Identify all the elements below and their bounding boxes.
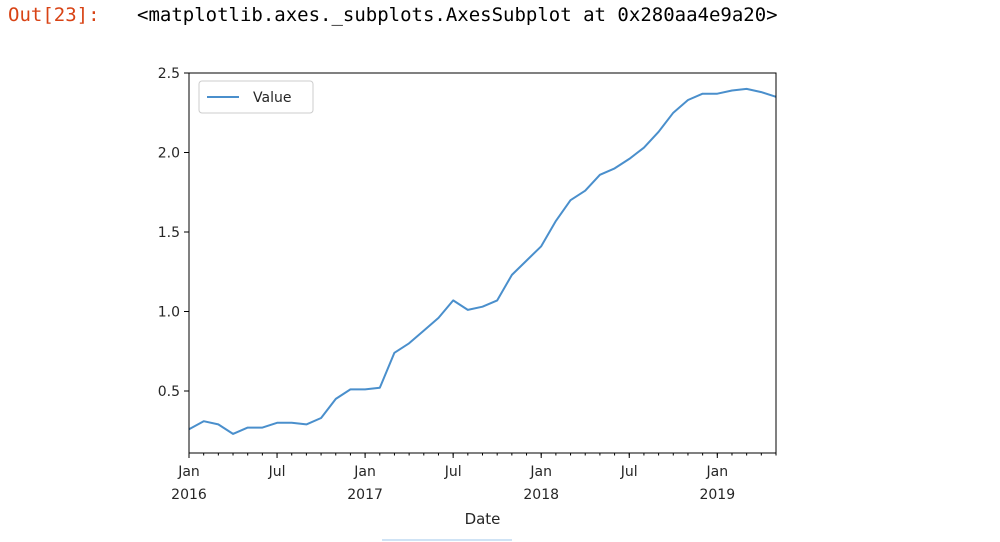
y-tick-label: 1.0 bbox=[158, 304, 180, 320]
output-scroll-indicator bbox=[382, 539, 512, 541]
y-tick-label: 2.5 bbox=[158, 66, 180, 82]
series-line-value bbox=[188, 87, 777, 435]
x-tick-label: Jan bbox=[353, 464, 376, 480]
x-axis: Jan 2016 Jul Jan 2017 Jul Jan 2018 Jul Jan 2019 bbox=[171, 453, 777, 503]
legend-label: Value bbox=[253, 90, 291, 106]
x-tick-year-label: 2017 bbox=[347, 487, 383, 503]
plot-area bbox=[188, 72, 777, 454]
x-tick-label: Jan bbox=[529, 464, 552, 480]
x-tick-year-label: 2018 bbox=[523, 487, 559, 503]
legend: Value bbox=[198, 80, 314, 114]
x-tick-label: Jul bbox=[268, 464, 286, 480]
output-repr: <matplotlib.axes._subplots.AxesSubplot a… bbox=[137, 4, 778, 26]
x-tick-year-label: 2016 bbox=[171, 487, 207, 503]
x-tick-label: Jan bbox=[706, 464, 729, 480]
y-tick-label: 1.5 bbox=[158, 225, 180, 241]
x-tick-label: Jan bbox=[177, 464, 200, 480]
x-tick-label: Jul bbox=[620, 464, 638, 480]
y-axis: 0.5 1.0 1.5 2.0 2.5 bbox=[158, 66, 189, 400]
output-prompt: Out[23]: bbox=[8, 4, 100, 26]
x-tick-year-label: 2019 bbox=[699, 487, 735, 503]
x-tick-label: Jul bbox=[444, 464, 462, 480]
y-tick-label: 2.0 bbox=[158, 145, 180, 161]
legend-box bbox=[198, 80, 314, 114]
y-tick-label: 0.5 bbox=[158, 384, 180, 400]
plot-background bbox=[189, 73, 776, 453]
x-axis-title: Date bbox=[465, 510, 501, 528]
